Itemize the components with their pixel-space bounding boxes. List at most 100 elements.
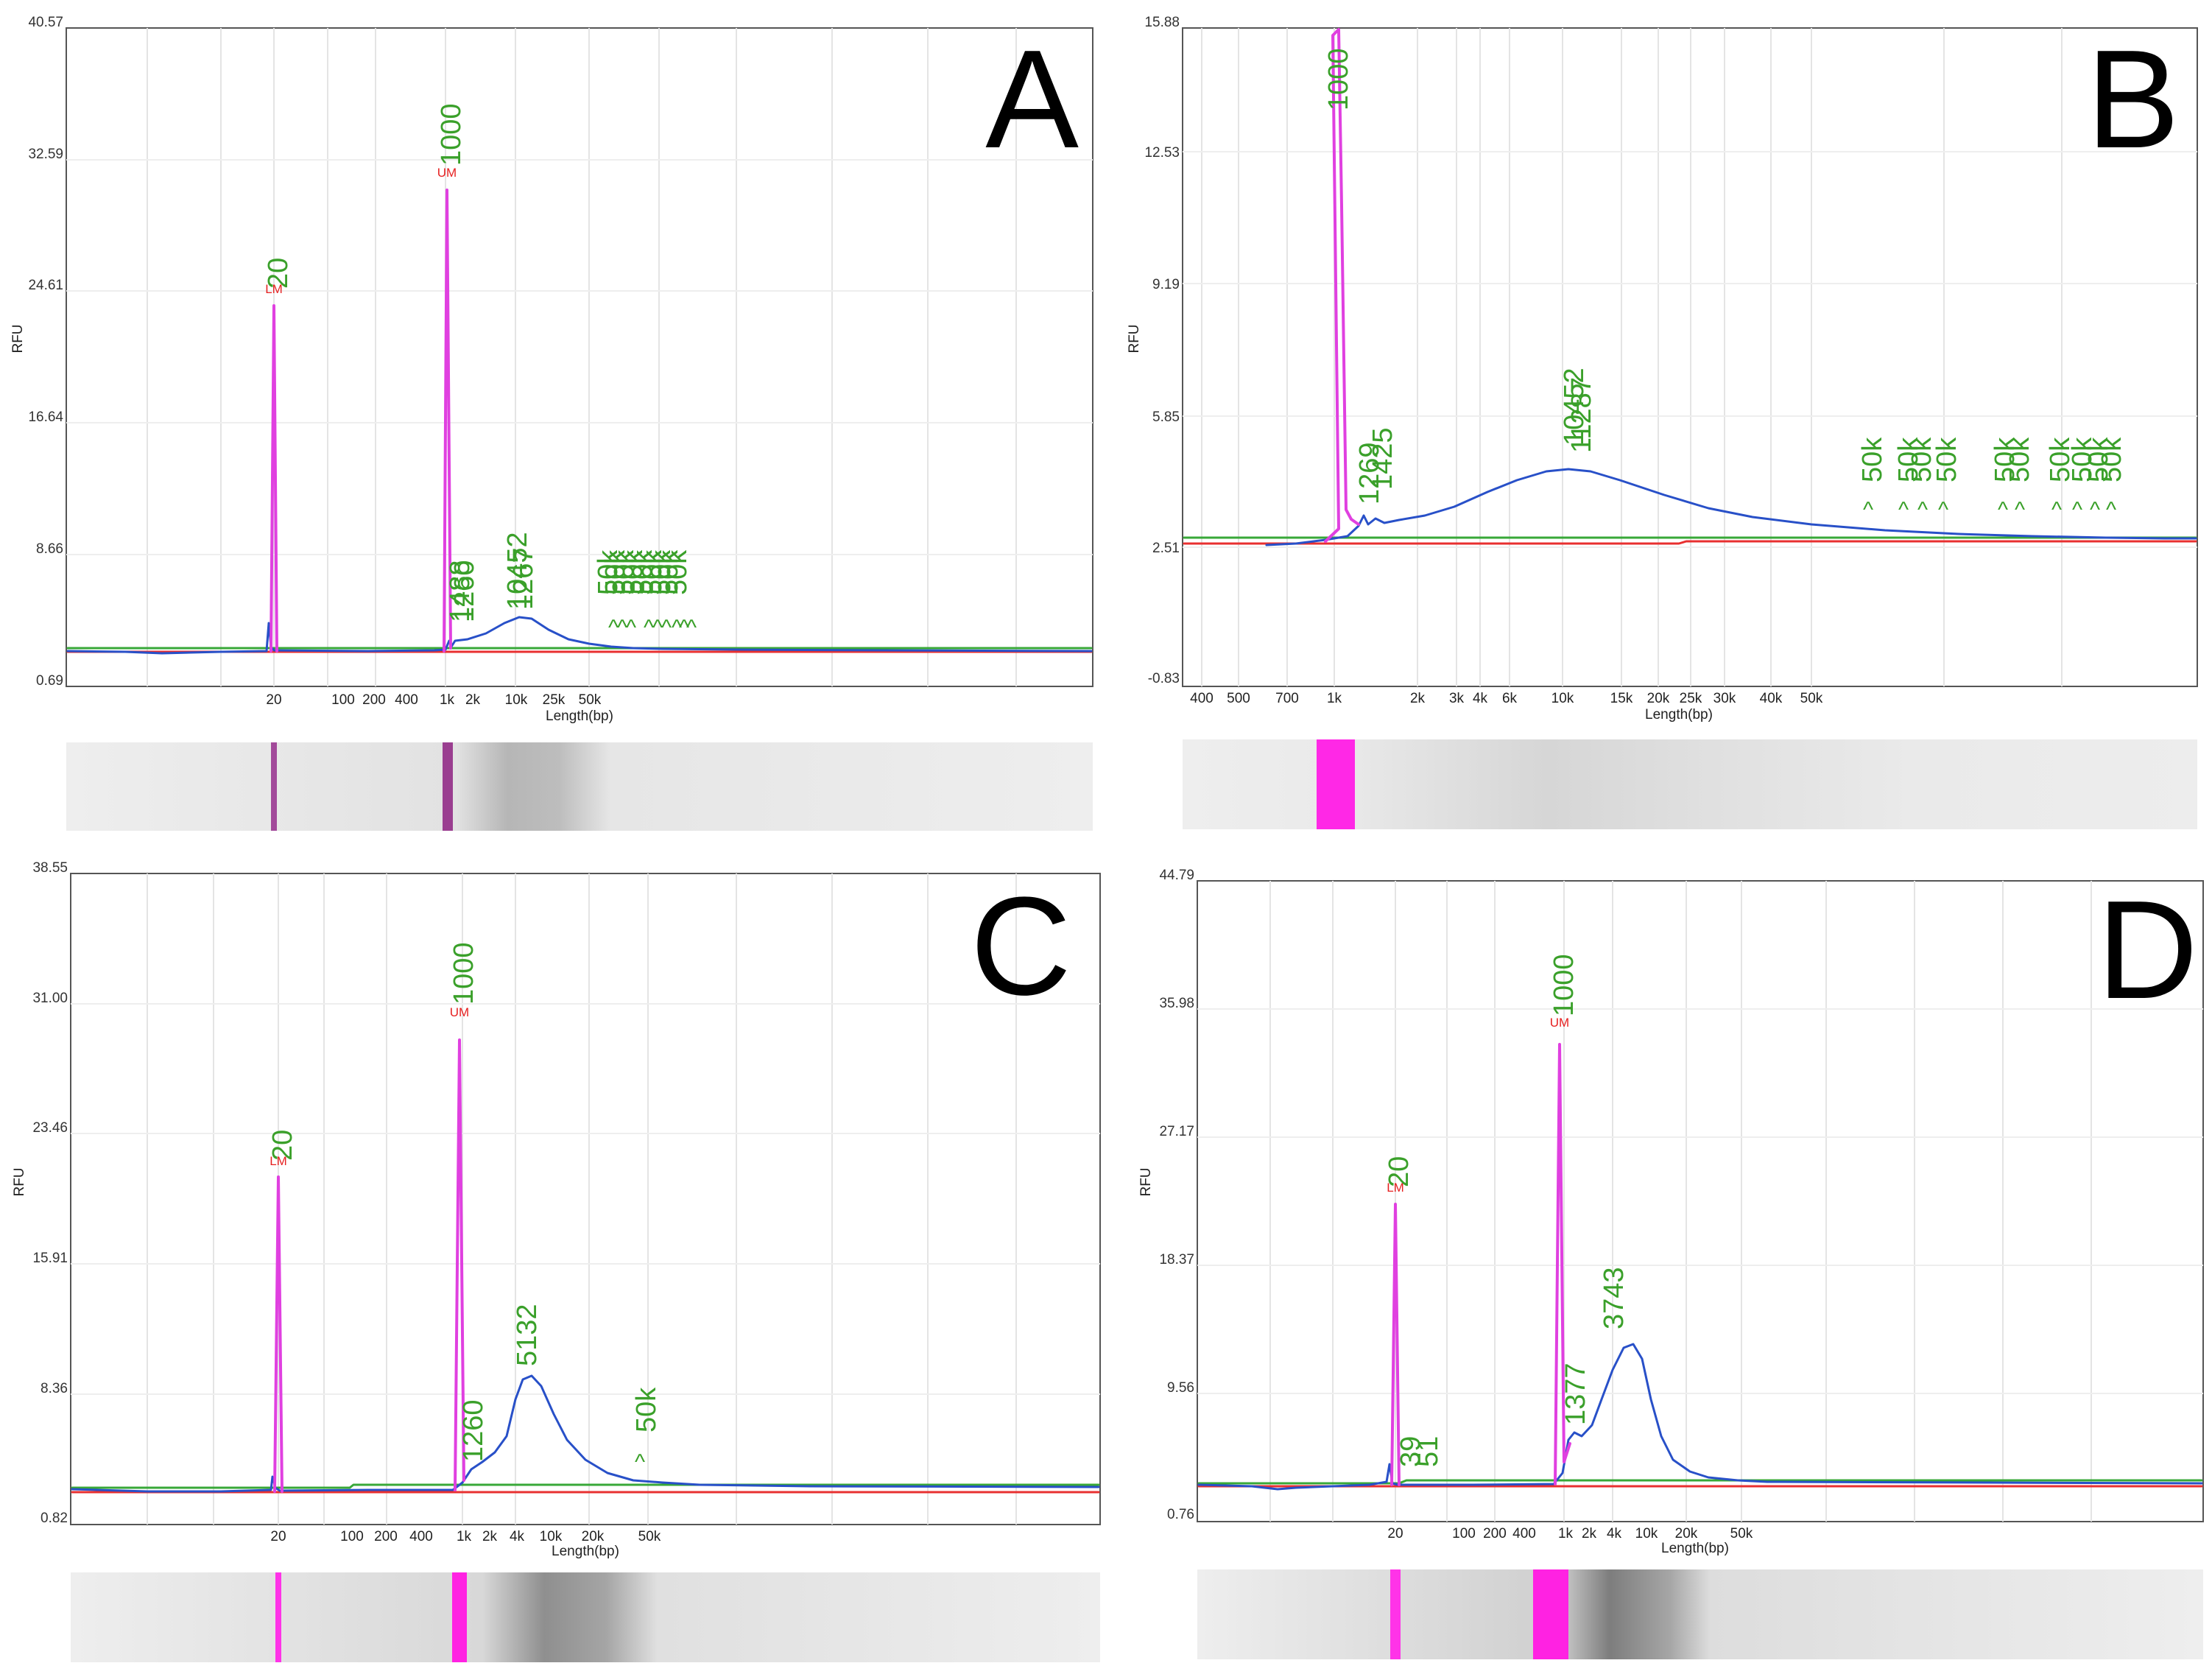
panel-d-x-tick-8: 10k <box>1635 1526 1658 1541</box>
panel-a-horizontal-grid <box>66 159 1093 555</box>
panel-d-sample-trace <box>1197 1343 2203 1491</box>
panel-b-x-tick-7: 4k <box>1473 691 1488 706</box>
panel-b-far-label: 50k <box>1857 437 1888 482</box>
panel-b-y-tick-6: -0.83 <box>1148 671 1180 686</box>
panel-c-horizontal-grid <box>71 1003 1100 1395</box>
panel-b-x-tick-1: 400 <box>1190 691 1214 706</box>
panel-b-x-tick-5: 2k <box>1410 691 1426 706</box>
panel-c-x-axis-label: Length(bp) <box>552 1544 619 1559</box>
panel-c-y-tick-3: 23.46 <box>32 1120 68 1136</box>
panel-b-x-tick-15: 50k <box>1800 691 1823 706</box>
panel-d-horizontal-grid <box>1197 1008 2203 1394</box>
panel-c-x-tick-10: 50k <box>638 1529 661 1544</box>
panel-d-x-tick-1: 20 <box>1387 1526 1403 1541</box>
panel-b: 15.88 12.53 9.19 5.85 2.51 -0.83 RFU 400… <box>1127 15 2198 829</box>
panel-b-y-tick-3: 9.19 <box>1152 277 1180 292</box>
panel-d-x-tick-3: 200 <box>1483 1526 1507 1541</box>
panel-b-letter: B <box>2086 21 2180 177</box>
panel-a-lower-marker-peak <box>270 304 278 653</box>
panel-b-baseline-line <box>1183 540 2197 545</box>
panel-b-far-label: 50k <box>1906 437 1937 482</box>
panel-d-y-tick-4: 18.37 <box>1159 1252 1194 1268</box>
panel-a-caret: ^ <box>672 616 682 640</box>
panel-b-caret: ^ <box>2015 498 2025 522</box>
panel-b-gel-band <box>1317 739 1355 829</box>
panel-a-far-label: 50k <box>627 549 658 595</box>
panel-b-vertical-grid <box>1201 28 2063 686</box>
panel-a-peak-label-1000: 1000 <box>436 103 467 166</box>
panel-c-peak-label-5132: 5132 <box>512 1304 543 1366</box>
panel-a-y-tick-4: 16.64 <box>28 409 63 425</box>
panel-d-x-tick-7: 4k <box>1607 1526 1622 1541</box>
panel-b-x-tick-11: 20k <box>1647 691 1670 706</box>
panel-a-x-tick-5: 1k <box>440 692 455 708</box>
panel-d-x-axis-label: Length(bp) <box>1661 1541 1729 1556</box>
panel-d-letter: D <box>2097 872 2198 1028</box>
panel-d-lm-marker: LM <box>1387 1181 1404 1195</box>
panel-a: 40.57 32.59 24.61 16.64 8.66 0.69 RFU 20… <box>10 15 1093 831</box>
panel-c-x-tick-5: 1k <box>457 1529 472 1544</box>
panel-a-peak-label-1488: 1488 <box>445 560 476 622</box>
panel-c: 38.55 31.00 23.46 15.91 8.36 0.82 RFU 20… <box>12 860 1101 1662</box>
panel-b-caret: ^ <box>1863 498 1873 522</box>
panel-b-x-tick-2: 500 <box>1227 691 1250 706</box>
panel-d-um-marker: UM <box>1550 1016 1569 1030</box>
panel-a-peak-label-1267: 1267 <box>508 547 539 610</box>
panel-a-x-tick-1: 20 <box>266 692 281 708</box>
panel-c-gel-band <box>452 1572 467 1662</box>
panel-b-far-label: 50k <box>2083 437 2114 482</box>
panel-d-peak-label-51: 51 <box>1413 1436 1444 1467</box>
panel-b-caret: ^ <box>1917 498 1928 522</box>
panel-b-x-tick-14: 40k <box>1760 691 1783 706</box>
panel-b-x-tick-13: 30k <box>1713 691 1736 706</box>
panel-b-y-tick-2: 12.53 <box>1144 145 1180 161</box>
panel-b-x-axis-label: Length(bp) <box>1645 707 1713 723</box>
panel-c-um-marker: UM <box>450 1005 469 1019</box>
panel-a-gel-band <box>271 742 277 831</box>
panel-a-y-tick-6: 0.69 <box>36 673 63 689</box>
panel-a-caret: ^ <box>608 616 619 640</box>
panel-a-far-label: 50k <box>646 549 677 595</box>
panel-b-caret: ^ <box>1998 498 2008 522</box>
panel-d-y-axis-label: RFU <box>1138 1167 1154 1196</box>
panel-a-far-label: 50k <box>637 549 668 595</box>
panel-d-x-tick-5: 1k <box>1558 1526 1574 1541</box>
panel-c-y-tick-4: 15.91 <box>32 1251 68 1266</box>
panel-a-peak-label-20: 20 <box>263 258 294 289</box>
panel-d-y-tick-3: 27.17 <box>1159 1124 1194 1139</box>
panel-d-gel-band <box>1533 1569 1568 1659</box>
panel-c-lower-marker-peak <box>273 1175 283 1493</box>
panel-a-um-marker: UM <box>437 166 457 180</box>
panel-a-caret: ^ <box>644 616 654 640</box>
panel-d-gel-band <box>1390 1569 1401 1659</box>
panel-c-x-tick-3: 200 <box>374 1529 398 1544</box>
panel-c-gel-background <box>71 1572 1100 1662</box>
panel-a-lm-marker: LM <box>265 282 283 296</box>
panel-b-caret: ^ <box>1938 498 1948 522</box>
panel-c-y-axis-label: RFU <box>12 1167 27 1196</box>
panel-c-x-tick-9: 20k <box>582 1529 605 1544</box>
panel-b-far-label: 50k <box>1990 437 2021 482</box>
panel-a-far-label: 50k <box>600 549 631 595</box>
panel-c-x-tick-8: 10k <box>540 1529 563 1544</box>
panel-b-far-label: 50k <box>2045 437 2076 482</box>
panel-a-far-labels: 50k 50k 50k 50k 50k 50k 50k 50k 50k <box>593 549 693 595</box>
panel-d-peak-label-39: 39 <box>1395 1436 1426 1467</box>
panel-b-far-labels: 50k 50k 50k 50k 50k 50k 50k 50k 50k 50k <box>1857 437 2127 482</box>
panel-a-upper-marker-peak <box>443 189 452 653</box>
panel-a-caret: ^ <box>661 616 672 640</box>
panel-b-far-label: 50k <box>1893 437 1924 482</box>
panel-d: 44.79 35.98 27.17 18.37 9.56 0.76 RFU 20… <box>1138 868 2204 1659</box>
panel-a-x-tick-8: 25k <box>543 692 566 708</box>
panel-b-caret: ^ <box>2090 498 2100 522</box>
panel-a-x-tick-3: 200 <box>362 692 386 708</box>
panel-b-x-tick-8: 6k <box>1502 691 1518 706</box>
panel-b-caret: ^ <box>2106 498 2116 522</box>
panel-a-caret: ^ <box>617 616 627 640</box>
panel-a-letter: A <box>985 21 1079 177</box>
panel-b-caret: ^ <box>1898 498 1909 522</box>
panel-a-sample-trace <box>66 616 1093 655</box>
panel-b-x-tick-6: 3k <box>1449 691 1465 706</box>
panel-d-y-tick-1: 44.79 <box>1159 868 1194 883</box>
